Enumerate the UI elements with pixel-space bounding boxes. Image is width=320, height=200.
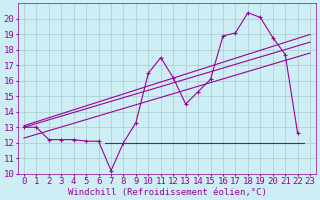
X-axis label: Windchill (Refroidissement éolien,°C): Windchill (Refroidissement éolien,°C) bbox=[68, 188, 267, 197]
